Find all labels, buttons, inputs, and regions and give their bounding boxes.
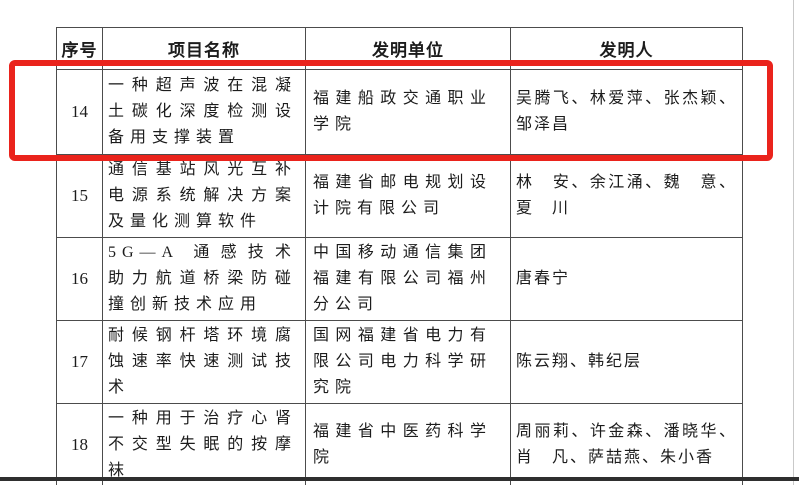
award-table: 序号 项目名称 发明单位 发明人 14 一种超声波在混凝土碳化深度检测设备用支撑… — [56, 27, 743, 485]
table-row: 14 一种超声波在混凝土碳化深度检测设备用支撑装置 福建船政交通职业学院 吴腾飞… — [56, 69, 743, 155]
inventors-cell: 唐春宁 — [510, 237, 743, 321]
page-edge-line — [793, 0, 794, 485]
project-name-cell: 5G—A 通感技术助力航道桥梁防碰撞创新技术应用 — [102, 237, 306, 321]
inventors-cell: 陈云翔、韩纪层 — [510, 320, 743, 404]
project-name-cell: 耐候钢杆塔环境腐蚀速率快速测试技术 — [102, 320, 306, 404]
header-inventors: 发明人 — [510, 27, 743, 70]
invention-unit-cell: 福建省中医药科学院 — [305, 403, 511, 485]
invention-unit-cell: 中国移动通信集团福建有限公司福州分公司 — [305, 237, 511, 321]
page-break-line — [0, 477, 799, 481]
serial-number-cell: 18 — [56, 403, 103, 485]
inventors-cell: 林 安、余江涌、魏 意、夏 川 — [510, 154, 743, 238]
serial-number-cell: 15 — [56, 154, 103, 238]
invention-unit-cell: 福建省邮电规划设计院有限公司 — [305, 154, 511, 238]
table-header-row: 序号 项目名称 发明单位 发明人 — [56, 27, 743, 70]
serial-number-cell: 16 — [56, 237, 103, 321]
header-invention-unit: 发明单位 — [305, 27, 511, 70]
header-project-name: 项目名称 — [102, 27, 306, 70]
table-row: 15 通信基站风光互补电源系统解决方案及量化测算软件 福建省邮电规划设计院有限公… — [56, 154, 743, 238]
inventors-cell: 周丽莉、许金森、潘晓华、肖 凡、萨喆燕、朱小香 — [510, 403, 743, 485]
header-serial-number: 序号 — [56, 27, 103, 70]
invention-unit-cell: 国网福建省电力有限公司电力科学研究院 — [305, 320, 511, 404]
inventors-cell: 吴腾飞、林爱萍、张杰颖、邹泽昌 — [510, 69, 743, 155]
project-name-cell: 一种用于治疗心肾不交型失眠的按摩袜 — [102, 403, 306, 485]
table-row: 17 耐候钢杆塔环境腐蚀速率快速测试技术 国网福建省电力有限公司电力科学研究院 … — [56, 320, 743, 404]
table-row: 16 5G—A 通感技术助力航道桥梁防碰撞创新技术应用 中国移动通信集团福建有限… — [56, 237, 743, 321]
project-name-cell: 通信基站风光互补电源系统解决方案及量化测算软件 — [102, 154, 306, 238]
project-name-cell: 一种超声波在混凝土碳化深度检测设备用支撑装置 — [102, 69, 306, 155]
serial-number-cell: 17 — [56, 320, 103, 404]
serial-number-cell: 14 — [56, 69, 103, 155]
table-row: 18 一种用于治疗心肾不交型失眠的按摩袜 福建省中医药科学院 周丽莉、许金森、潘… — [56, 403, 743, 485]
invention-unit-cell: 福建船政交通职业学院 — [305, 69, 511, 155]
